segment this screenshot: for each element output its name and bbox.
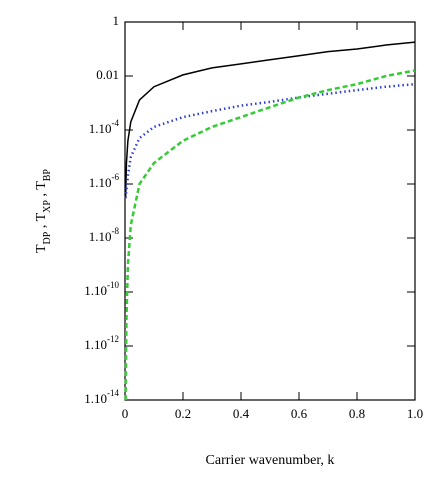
y-tick-label: 1.10-4 [89,118,120,136]
y-tick-mantissa: 1.10 [84,283,107,298]
y-tick-label: 1.10-14 [84,388,119,406]
x-tick-label: 0.8 [349,406,365,421]
y-label-part: T [34,244,49,253]
y-tick-label: 1.10-10 [84,280,119,298]
y-tick-exponent: -14 [107,388,119,398]
data-line [124,41,416,199]
y-tick-exponent: -8 [112,226,120,236]
data-line [124,82,416,199]
y-tick-exponent: -10 [107,280,119,290]
y-tick-label: 1.10-12 [84,334,119,352]
y-label-part: , T [34,181,49,200]
x-tick-label: 0.4 [233,406,250,421]
y-tick-mantissa: 1.10 [89,121,112,136]
x-tick-label: 0.2 [175,406,191,421]
y-tick-exponent: -12 [107,334,119,344]
y-tick-label: 0.01 [96,67,119,82]
y-axis-label: TDP , TXP , TBP [34,169,53,253]
y-tick-mantissa: 1.10 [84,337,107,352]
y-tick-mantissa: 1.10 [84,391,107,406]
y-tick-label: 1.10-6 [89,172,120,190]
x-tick-label: 0 [122,406,129,421]
x-tick-label: 1.0 [407,406,423,421]
y-tick-mantissa: 1.10 [89,229,112,244]
y-tick-label: 1.10-8 [89,226,120,244]
y-tick-label: 1 [113,13,120,28]
x-axis-label: Carrier wavenumber, k [206,453,335,468]
data-line [124,69,416,401]
y-label-part: DP [42,231,53,244]
plot-frame [124,21,416,401]
y-tick-mantissa: 1.10 [89,175,112,190]
y-label-part: , T [34,212,49,231]
y-tick-exponent: -4 [112,118,120,128]
y-label-part: XP [42,200,53,213]
y-tick-exponent: -6 [112,172,120,182]
x-tick-label: 0.6 [291,406,308,421]
y-label-part: BP [42,169,53,182]
